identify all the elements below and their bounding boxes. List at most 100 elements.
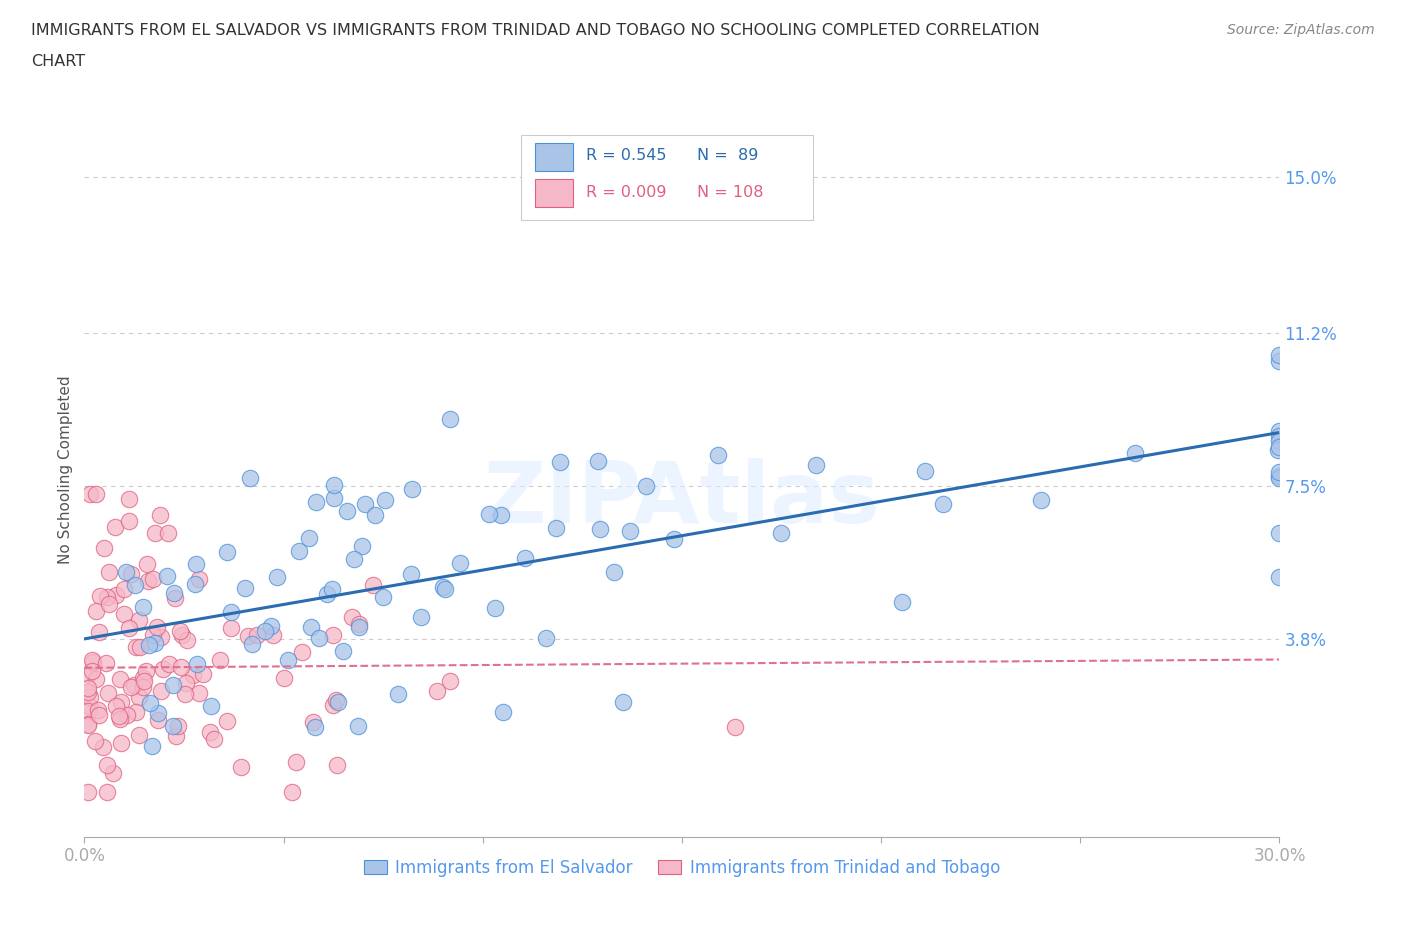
Point	[259, 619, 281, 634]
Point	[439, 673, 461, 688]
Point	[208, 652, 231, 667]
Point	[239, 471, 262, 485]
Point	[449, 555, 471, 570]
Point	[97, 685, 120, 700]
Point	[84, 604, 107, 618]
Point	[240, 636, 263, 651]
Point	[262, 628, 284, 643]
Point	[1031, 493, 1053, 508]
Point	[143, 525, 166, 540]
Point	[361, 578, 384, 592]
Point	[188, 685, 211, 700]
Point	[98, 597, 121, 612]
Point	[176, 632, 198, 647]
Point	[142, 628, 165, 643]
Point	[96, 590, 118, 604]
Text: N = 108: N = 108	[697, 185, 763, 200]
Point	[215, 545, 238, 560]
Point	[302, 714, 325, 729]
Point	[238, 629, 260, 644]
Point	[96, 757, 118, 772]
Point	[166, 719, 188, 734]
Point	[77, 717, 100, 732]
Point	[79, 487, 101, 502]
Point	[128, 639, 150, 654]
Point	[138, 638, 160, 653]
Point	[125, 705, 148, 720]
Point	[87, 702, 110, 717]
Point	[118, 620, 141, 635]
Point	[163, 586, 186, 601]
Point	[890, 594, 912, 609]
Point	[150, 684, 173, 698]
Point	[157, 657, 180, 671]
Point	[489, 508, 512, 523]
FancyBboxPatch shape	[520, 136, 814, 219]
Point	[401, 482, 423, 497]
Point	[1268, 439, 1291, 454]
Point	[1268, 525, 1291, 540]
Point	[253, 623, 276, 638]
Point	[432, 579, 454, 594]
Point	[548, 455, 571, 470]
Legend: Immigrants from El Salvador, Immigrants from Trinidad and Tobago: Immigrants from El Salvador, Immigrants …	[357, 853, 1007, 884]
Point	[162, 719, 184, 734]
Point	[316, 587, 339, 602]
Point	[170, 628, 193, 643]
Point	[399, 566, 422, 581]
Point	[1123, 445, 1146, 460]
Point	[110, 695, 132, 710]
Point	[118, 491, 141, 506]
Point	[77, 717, 100, 732]
Point	[281, 784, 304, 799]
Point	[478, 507, 501, 522]
Point	[98, 565, 121, 579]
Point	[1268, 464, 1291, 479]
Point	[128, 727, 150, 742]
Point	[115, 565, 138, 579]
Point	[353, 497, 375, 512]
Point	[152, 662, 174, 677]
Point	[284, 754, 307, 769]
Text: Source: ZipAtlas.com: Source: ZipAtlas.com	[1227, 23, 1375, 37]
Point	[156, 568, 179, 583]
Point	[363, 507, 385, 522]
Point	[91, 739, 114, 754]
Point	[326, 695, 349, 710]
Point	[322, 628, 344, 643]
Point	[347, 617, 370, 631]
Point	[387, 687, 409, 702]
Point	[373, 590, 395, 604]
FancyBboxPatch shape	[534, 142, 574, 170]
Point	[534, 631, 557, 645]
Point	[634, 479, 657, 494]
Point	[120, 680, 142, 695]
Point	[145, 619, 167, 634]
Point	[586, 454, 609, 469]
Point	[183, 668, 205, 683]
Point	[484, 600, 506, 615]
Point	[104, 520, 127, 535]
Point	[1268, 570, 1291, 585]
Text: ZIPAtlas: ZIPAtlas	[484, 458, 880, 540]
Point	[215, 713, 238, 728]
Point	[132, 600, 155, 615]
Point	[277, 653, 299, 668]
Point	[305, 495, 328, 510]
Point	[186, 657, 208, 671]
Point	[150, 630, 173, 644]
Point	[141, 738, 163, 753]
Point	[662, 531, 685, 546]
Point	[1268, 433, 1291, 448]
Point	[323, 490, 346, 505]
Point	[166, 728, 188, 743]
Point	[612, 695, 634, 710]
Point	[135, 663, 157, 678]
Point	[77, 667, 100, 682]
Point	[110, 711, 132, 726]
Point	[134, 674, 156, 689]
Point	[105, 588, 128, 603]
Text: R = 0.009: R = 0.009	[586, 185, 666, 200]
Point	[411, 610, 433, 625]
Point	[157, 525, 180, 540]
